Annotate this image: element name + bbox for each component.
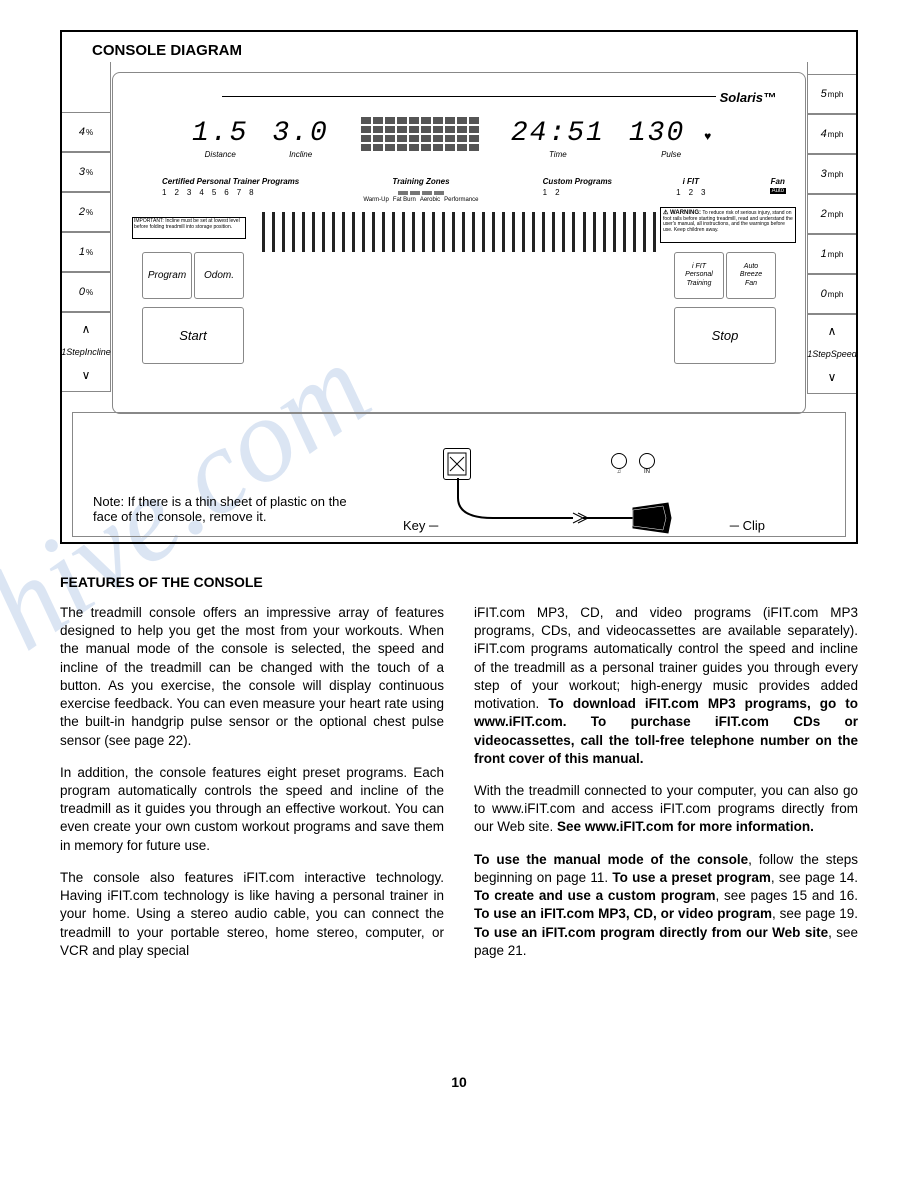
- speed-up-icon: ∧: [828, 324, 837, 338]
- incline-0-button[interactable]: 0%: [62, 272, 110, 312]
- warning-label: ⚠ WARNING: To reduce risk of serious inj…: [660, 207, 796, 243]
- legend-row: Certified Personal Trainer Programs 1 2 …: [162, 177, 786, 203]
- one-step-incline-button[interactable]: ∧ 1StepIncline ∨: [62, 312, 110, 392]
- safety-key-icon: [443, 448, 471, 480]
- incline-up-icon: ∧: [82, 322, 91, 336]
- speed-buttons-column: 5mph 4mph 3mph 2mph 1mph 0mph ∧ 1StepSpe…: [807, 62, 856, 394]
- stop-button[interactable]: Stop: [674, 307, 776, 364]
- audio-jacks: ♫ IN: [611, 453, 655, 475]
- pulse-readout: 130 ♥ Pulse: [629, 120, 713, 159]
- trainer-programs-legend: Certified Personal Trainer Programs 1 2 …: [162, 177, 299, 203]
- console-diagram: CONSOLE DIAGRAM 4% 3% 2% 1% 0% ∧ 1StepIn…: [60, 30, 858, 544]
- distance-readout: 1.5 Distance: [192, 120, 248, 159]
- bargraph-display: [361, 117, 479, 151]
- section-heading: FEATURES OF THE CONSOLE: [60, 574, 858, 590]
- one-step-speed-button[interactable]: ∧ 1StepSpeed ∨: [808, 314, 856, 394]
- fan-legend: Fan Auto: [770, 177, 786, 203]
- start-button[interactable]: Start: [142, 307, 244, 364]
- lower-buttons: Program Odom. Start i FIT Personal Train…: [122, 252, 796, 377]
- plastic-sheet-note: Note: If there is a thin sheet of plasti…: [93, 494, 373, 524]
- right-column: iFIT.com MP3, CD, and video programs (iF…: [474, 604, 858, 974]
- program-button[interactable]: Program: [142, 252, 192, 299]
- odometer-button[interactable]: Odom.: [194, 252, 244, 299]
- speed-5-button[interactable]: 5mph: [808, 74, 856, 114]
- ifit-legend: i FIT 1 2 3: [676, 177, 705, 203]
- body-text: The treadmill console offers an impressi…: [60, 604, 858, 974]
- speed-4-button[interactable]: 4mph: [808, 114, 856, 154]
- paragraph: With the treadmill connected to your com…: [474, 782, 858, 837]
- speed-2-button[interactable]: 2mph: [808, 194, 856, 234]
- brand-line: [222, 96, 716, 97]
- training-zones-legend: Training Zones Warm-Up Fat Burn Aerobic …: [363, 177, 478, 203]
- page-number: 10: [60, 1074, 858, 1090]
- custom-programs-legend: Custom Programs 1 2: [543, 177, 612, 203]
- headphone-jack-icon: [611, 453, 627, 469]
- brand-label: Solaris™: [720, 90, 776, 105]
- speed-1-button[interactable]: 1mph: [808, 234, 856, 274]
- incline-4-button[interactable]: 4%: [62, 112, 110, 152]
- speaker-grill: [262, 212, 656, 252]
- paragraph: The console also features iFIT.com inter…: [60, 869, 444, 960]
- speed-down-icon: ∨: [828, 370, 837, 384]
- time-readout: 24:51 Time: [511, 120, 605, 159]
- paragraph: iFIT.com MP3, CD, and video programs (iF…: [474, 604, 858, 768]
- incline-3-button[interactable]: 3%: [62, 152, 110, 192]
- paragraph: In addition, the console features eight …: [60, 764, 444, 855]
- clip-callout-label: ─ Clip: [730, 518, 765, 533]
- paragraph: The treadmill console offers an impressi…: [60, 604, 444, 750]
- left-column: The treadmill console offers an impressi…: [60, 604, 444, 974]
- heart-icon: ♥: [704, 130, 713, 144]
- incline-buttons-column: 4% 3% 2% 1% 0% ∧ 1StepIncline ∨: [62, 62, 111, 392]
- speed-3-button[interactable]: 3mph: [808, 154, 856, 194]
- key-callout-label: Key ─: [403, 518, 438, 533]
- speed-0-button[interactable]: 0mph: [808, 274, 856, 314]
- incline-2-button[interactable]: 2%: [62, 192, 110, 232]
- ifit-button[interactable]: i FIT Personal Training: [674, 252, 724, 299]
- safety-cord-icon: [453, 478, 673, 538]
- important-note: IMPORTANT: Incline must be set at lowest…: [132, 217, 246, 239]
- key-clip-area: ♫ IN Key ─ ─ Clip Note: If there is a th…: [72, 412, 846, 537]
- diagram-title: CONSOLE DIAGRAM: [92, 42, 242, 59]
- input-jack-icon: [639, 453, 655, 469]
- lcd-readouts: 1.5 Distance 3.0 Incline 24:51 Time 130 …: [192, 104, 786, 159]
- incline-down-icon: ∨: [82, 368, 91, 382]
- incline-readout: 3.0 Incline: [272, 120, 328, 159]
- paragraph: To use the manual mode of the console, f…: [474, 851, 858, 960]
- auto-breeze-button[interactable]: Auto Breeze Fan: [726, 252, 776, 299]
- incline-1-button[interactable]: 1%: [62, 232, 110, 272]
